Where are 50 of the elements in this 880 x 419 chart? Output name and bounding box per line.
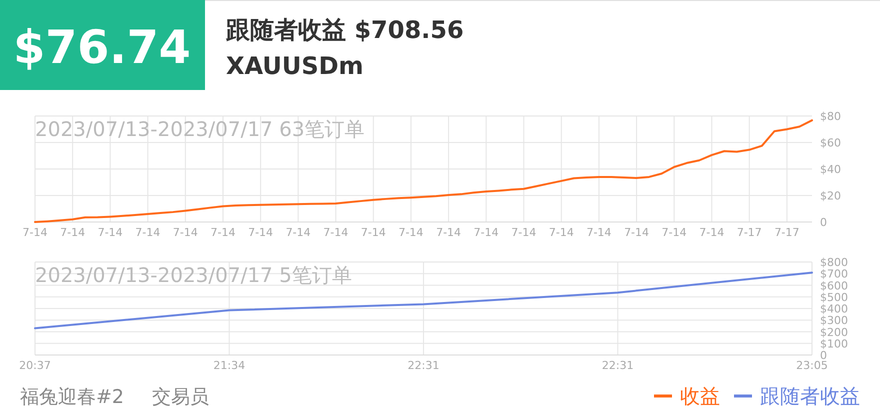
text: 交易员 [152, 386, 210, 408]
y-tick-label: $60 [820, 136, 841, 150]
legend-label: 跟随者收益 [760, 384, 860, 408]
text: $76.74 [13, 20, 191, 74]
x-tick-label: 7-14 [548, 226, 574, 239]
x-tick-label: 23:05 [796, 359, 828, 372]
y-tick-label: $100 [820, 337, 848, 350]
x-tick-label: 7-14 [662, 226, 687, 239]
chart-title: 2023/07/13-2023/07/17 63笔订单 [35, 117, 365, 141]
line-series [34, 119, 813, 223]
x-tick-label: 7-14 [22, 226, 48, 239]
x-tick-label: 7-14 [210, 226, 236, 239]
y-tick-label: $200 [820, 326, 848, 339]
y-tick-label: $20 [820, 190, 841, 202]
x-tick-label: 20:37 [19, 359, 51, 372]
x-tick-label: 7-17 [774, 226, 800, 239]
text: 跟随者收益 $708.56 [225, 16, 464, 44]
x-tick-label: 7-14 [586, 226, 612, 239]
y-tick-label: 0 [820, 349, 827, 362]
y-tick-label: $600 [820, 279, 848, 292]
x-tick-label: 7-14 [699, 226, 724, 239]
x-tick-label: 7-14 [474, 226, 499, 239]
x-tick-label: 7-14 [248, 226, 274, 239]
text: XAUUSDm [226, 52, 364, 80]
x-tick-label: 22:31 [602, 359, 634, 372]
y-tick-label: $700 [820, 268, 848, 281]
y-tick-label: $500 [820, 290, 848, 304]
x-tick-label: 7-14 [624, 226, 650, 239]
chart-title: 2023/07/13-2023/07/17 5笔订单 [35, 263, 352, 287]
y-tick-label: $300 [820, 314, 848, 328]
y-tick-label: $400 [820, 302, 848, 316]
x-tick-label: 7-14 [135, 226, 160, 239]
x-tick-label: 7-14 [323, 226, 348, 239]
y-tick-label: 0 [820, 216, 827, 229]
x-tick-label: 7-14 [436, 226, 462, 239]
x-tick-label: 7-14 [360, 226, 386, 239]
x-tick-label: 7-14 [511, 226, 536, 239]
x-tick-label: 7-17 [736, 226, 762, 239]
y-tick-label: $40 [820, 163, 841, 176]
y-tick-label: $80 [820, 110, 841, 123]
x-tick-label: 21:34 [213, 359, 246, 372]
x-tick-label: 7-14 [98, 226, 123, 239]
y-tick-label: $800 [820, 256, 848, 269]
x-tick-label: 22:31 [408, 359, 440, 372]
text: 福兔迎春#2 [20, 386, 124, 408]
x-tick-label: 7-14 [60, 226, 86, 239]
x-tick-label: 7-14 [398, 226, 424, 239]
x-tick-label: 7-14 [172, 226, 198, 239]
legend-label: 收益 [680, 384, 720, 408]
x-tick-label: 7-14 [286, 226, 311, 239]
